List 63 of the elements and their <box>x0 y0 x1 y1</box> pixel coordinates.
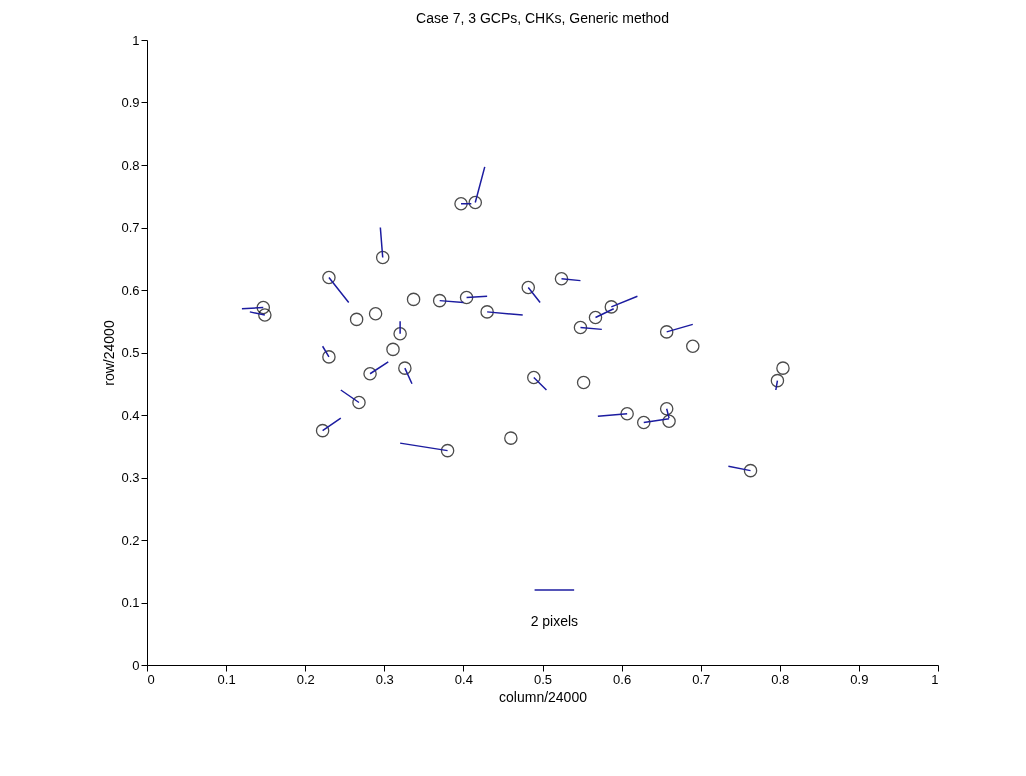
point <box>776 361 790 375</box>
y-tick-label: 0.7 <box>121 220 140 235</box>
point <box>256 300 271 315</box>
chart-title: Case 7, 3 GCPs, CHKs, Generic method <box>416 10 669 26</box>
point <box>459 290 474 305</box>
x-tick-label: 0.4 <box>454 671 473 687</box>
point <box>406 292 421 307</box>
point <box>398 361 412 375</box>
annotation: 2 pixels <box>530 613 579 629</box>
point <box>258 308 272 322</box>
x-tick-label: 0.5 <box>533 671 553 687</box>
point <box>480 305 494 319</box>
point <box>770 373 785 388</box>
point <box>659 325 674 339</box>
point <box>363 366 377 381</box>
point <box>393 326 407 341</box>
x-axis-title: column/24000 <box>499 688 588 705</box>
y-tick-label: 0.8 <box>121 157 140 173</box>
point <box>468 195 483 210</box>
x-tick-label: 0.3 <box>375 671 394 687</box>
y-axis-title: row/24000 <box>101 320 118 386</box>
point <box>527 370 541 385</box>
x-tick-label: 0.2 <box>296 671 315 687</box>
point <box>432 293 447 308</box>
y-tick-label: 1 <box>132 32 140 48</box>
y-tick-label: 0.2 <box>121 532 140 548</box>
y-tick-label: 0.4 <box>121 407 140 423</box>
x-tick-label: 0.9 <box>850 671 869 687</box>
point <box>352 395 366 410</box>
y-tick-label: 0 <box>132 657 140 673</box>
x-tick-label: 0 <box>147 671 155 687</box>
point <box>554 271 569 286</box>
point <box>659 401 674 416</box>
y-tick-label: 0.5 <box>121 345 140 360</box>
point <box>620 406 634 421</box>
y-tick-label: 0.6 <box>121 282 140 298</box>
point <box>349 312 364 327</box>
point <box>604 300 619 314</box>
point <box>662 414 676 429</box>
point <box>368 306 383 321</box>
point <box>576 375 591 390</box>
point <box>588 310 603 325</box>
x-tick-label: 0.1 <box>217 671 236 687</box>
point <box>686 339 700 354</box>
y-tick-label: 0.1 <box>121 595 140 610</box>
point <box>315 423 330 438</box>
point <box>322 270 336 285</box>
point <box>386 342 400 357</box>
point <box>375 250 390 265</box>
point <box>521 280 536 295</box>
point <box>743 463 758 478</box>
y-tick-label: 0.3 <box>121 470 140 485</box>
point <box>322 350 336 364</box>
point <box>440 443 455 458</box>
point <box>504 431 518 445</box>
point <box>636 415 651 430</box>
x-tick-label: 1 <box>931 671 939 687</box>
x-tick-label: 0.8 <box>771 671 790 687</box>
x-tick-label: 0.6 <box>613 671 632 687</box>
x-tick-label: 0.7 <box>692 671 711 687</box>
point <box>454 196 468 211</box>
point <box>573 320 588 335</box>
y-tick-label: 0.9 <box>121 95 140 110</box>
